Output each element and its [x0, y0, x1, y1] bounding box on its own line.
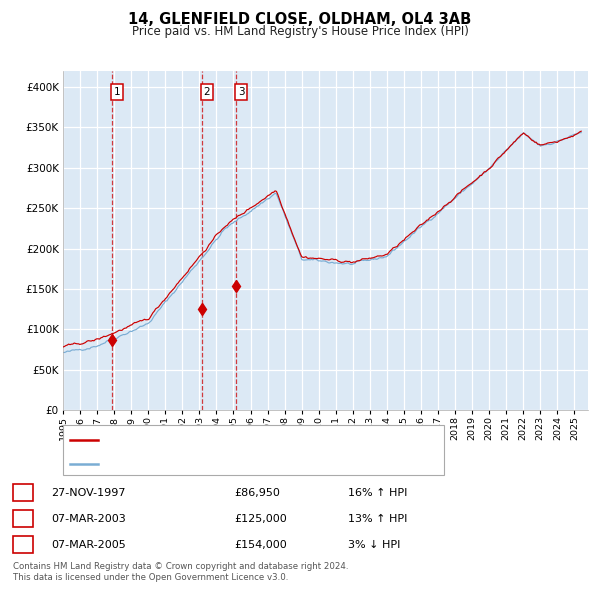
Text: 1: 1: [20, 488, 26, 497]
Text: £86,950: £86,950: [234, 488, 280, 497]
Text: HPI: Average price, detached house, Oldham: HPI: Average price, detached house, Oldh…: [102, 459, 325, 469]
Text: Price paid vs. HM Land Registry's House Price Index (HPI): Price paid vs. HM Land Registry's House …: [131, 25, 469, 38]
Text: 2: 2: [20, 514, 26, 523]
Text: £125,000: £125,000: [234, 514, 287, 523]
Text: 16% ↑ HPI: 16% ↑ HPI: [348, 488, 407, 497]
Text: 2: 2: [203, 87, 210, 97]
Text: 1: 1: [114, 87, 121, 97]
Text: 27-NOV-1997: 27-NOV-1997: [51, 488, 125, 497]
Text: 14, GLENFIELD CLOSE, OLDHAM, OL4 3AB: 14, GLENFIELD CLOSE, OLDHAM, OL4 3AB: [128, 12, 472, 27]
Text: Contains HM Land Registry data © Crown copyright and database right 2024.
This d: Contains HM Land Registry data © Crown c…: [13, 562, 349, 582]
Text: 07-MAR-2003: 07-MAR-2003: [51, 514, 126, 523]
Text: 13% ↑ HPI: 13% ↑ HPI: [348, 514, 407, 523]
Text: £154,000: £154,000: [234, 540, 287, 549]
Text: 14, GLENFIELD CLOSE, OLDHAM, OL4 3AB (detached house): 14, GLENFIELD CLOSE, OLDHAM, OL4 3AB (de…: [102, 435, 401, 445]
Text: 3% ↓ HPI: 3% ↓ HPI: [348, 540, 400, 549]
Text: 07-MAR-2005: 07-MAR-2005: [51, 540, 126, 549]
Text: 3: 3: [238, 87, 244, 97]
Text: 3: 3: [20, 540, 26, 549]
